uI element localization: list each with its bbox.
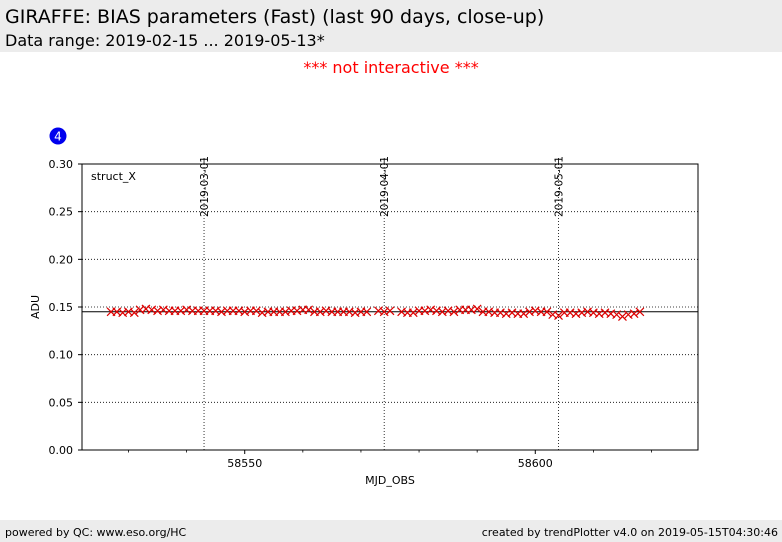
report-header: GIRAFFE: BIAS parameters (Fast) (last 90…: [0, 0, 782, 52]
x-tick-label: 58550: [227, 457, 262, 470]
data-point: [385, 306, 395, 316]
panel-number-badge: [49, 127, 67, 145]
panel-label: struct_X: [91, 170, 136, 183]
report-title: GIRAFFE: BIAS parameters (Fast) (last 90…: [5, 6, 545, 28]
footer-powered-by: powered by QC: www.eso.org/HC: [5, 526, 187, 539]
data-point: [542, 307, 552, 317]
panel-number: 4: [54, 130, 62, 144]
data-point: [449, 307, 459, 317]
data-point: [635, 307, 645, 317]
footer-created-by: created by trendPlotter v4.0 on 2019-05-…: [481, 526, 778, 539]
date-marker-label: 2019-03-01: [199, 156, 211, 217]
y-tick-label: 0.30: [49, 158, 74, 171]
y-axis-label: ADU: [29, 295, 42, 319]
data-point: [129, 308, 139, 318]
data-point: [362, 307, 372, 317]
y-tick-label: 0.05: [49, 396, 74, 409]
x-tick-label: 58600: [518, 457, 553, 470]
not-interactive-notice: *** not interactive ***: [303, 58, 479, 77]
data-point: [618, 312, 627, 321]
data-point: [472, 304, 482, 314]
date-marker-label: 2019-05-01: [554, 156, 566, 217]
report-footer: powered by QC: www.eso.org/HC created by…: [0, 520, 782, 542]
y-tick-label: 0.00: [49, 444, 74, 457]
data-point: [304, 305, 314, 315]
data-point: [554, 311, 563, 321]
data-point: [251, 306, 261, 316]
data-point: [612, 310, 622, 320]
data-point: [519, 309, 529, 319]
data-point: [408, 308, 418, 318]
date-marker-label: 2019-04-01: [379, 156, 391, 217]
data-range-subtitle: Data range: 2019-02-15 ... 2019-05-13*: [5, 31, 325, 50]
y-tick-label: 0.20: [49, 253, 74, 266]
data-point: [629, 309, 639, 319]
y-tick-label: 0.15: [49, 301, 74, 314]
y-tick-label: 0.10: [49, 349, 74, 362]
x-axis-label: MJD_OBS: [365, 474, 415, 487]
y-tick-label: 0.25: [49, 206, 74, 219]
